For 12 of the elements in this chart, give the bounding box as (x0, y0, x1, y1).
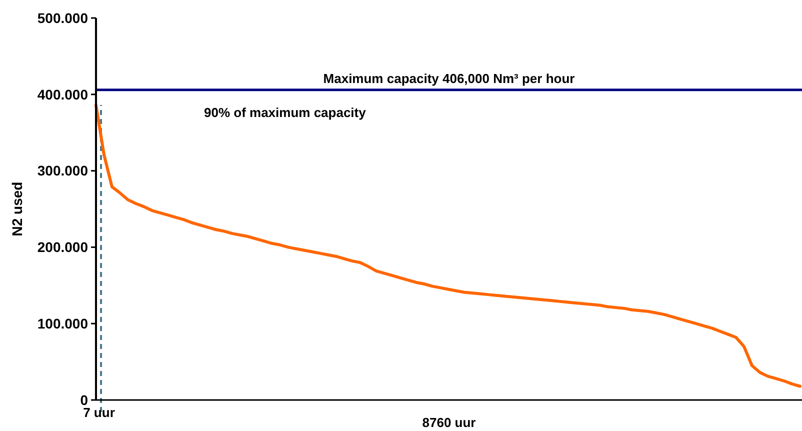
line-series (94, 104, 802, 388)
y-tick-label: 500.000 (37, 10, 88, 26)
y-tick-label: 400.000 (37, 86, 88, 102)
y-tick-label: 0 (80, 392, 88, 408)
y-tick-label: 300.000 (37, 162, 88, 179)
y-tick-label: 100.000 (37, 316, 88, 332)
text: 7 uur (83, 405, 115, 420)
x-axis-title: 8760 uur (422, 415, 476, 430)
annotation: 90% of maximum capacity (204, 105, 367, 120)
ref-line-label: Maximum capacity 406,000 Nm³ per hour (323, 70, 575, 86)
y-axis-title: N2 used (9, 182, 25, 236)
y-tick-label: 200.000 (37, 239, 88, 256)
